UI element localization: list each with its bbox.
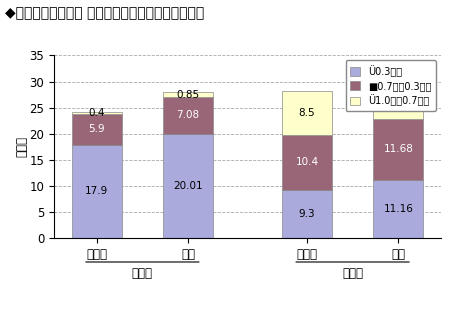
Text: 7.08: 7.08 [176, 110, 199, 120]
Bar [281, 91, 331, 135]
Y-axis label: （％）: （％） [15, 136, 28, 157]
Bar [372, 119, 423, 180]
Bar [281, 135, 331, 190]
Text: 17.9: 17.9 [85, 186, 108, 196]
Text: 幼稚園: 幼稚園 [131, 268, 152, 280]
Text: 0.4: 0.4 [88, 108, 105, 118]
Bar [71, 112, 121, 114]
Text: 小学校: 小学校 [341, 268, 362, 280]
Text: 8.62: 8.62 [386, 91, 409, 101]
Bar [162, 97, 213, 134]
Text: 11.16: 11.16 [383, 204, 412, 214]
Bar [281, 190, 331, 238]
Text: 9.3: 9.3 [298, 209, 314, 219]
Text: 20.01: 20.01 [173, 181, 202, 191]
Text: 0.85: 0.85 [176, 90, 199, 99]
Bar [162, 134, 213, 238]
Bar [372, 180, 423, 238]
Bar [162, 92, 213, 97]
Text: 5.9: 5.9 [88, 124, 105, 134]
Text: 10.4: 10.4 [295, 157, 318, 167]
Text: 8.5: 8.5 [298, 108, 314, 118]
Text: 11.68: 11.68 [383, 145, 412, 155]
Bar [71, 114, 121, 145]
Bar [71, 145, 121, 238]
Legend: Ü0.3未満, ■0.7未満0.3以上, Ü1.0未満0.7以上: Ü0.3未満, ■0.7未満0.3以上, Ü1.0未満0.7以上 [345, 60, 435, 111]
Text: ◆図８　学校段階別 裸眼視力１．０未満の者の割合: ◆図８ 学校段階別 裸眼視力１．０未満の者の割合 [5, 6, 203, 20]
Bar [372, 74, 423, 119]
